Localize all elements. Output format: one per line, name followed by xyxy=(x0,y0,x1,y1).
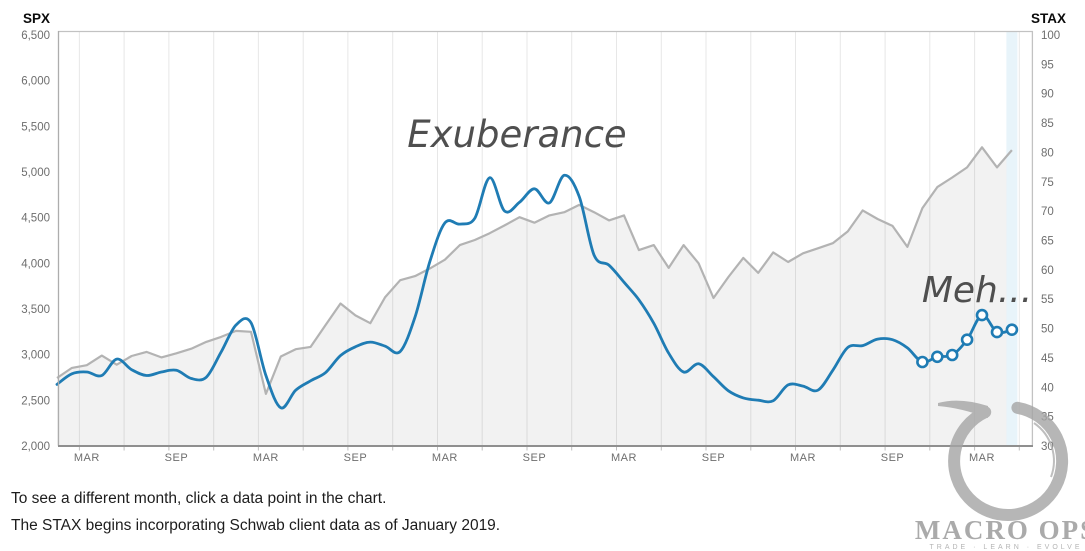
right-axis-tick-label: 70 xyxy=(1041,206,1054,218)
annotation-meh: Meh... xyxy=(922,270,1032,311)
right-axis-tick-label: 65 xyxy=(1041,236,1054,248)
right-axis-tick-label: 55 xyxy=(1041,294,1054,306)
enso-circle-icon xyxy=(948,401,1069,521)
x-axis-tick-label: MAR xyxy=(611,452,637,464)
series-lines xyxy=(55,146,1014,410)
x-axis-tick-label: SEP xyxy=(165,452,189,464)
enso-brush-tip-icon xyxy=(938,400,988,418)
left-axis-tick-label: 4,000 xyxy=(21,258,50,270)
x-axis-tick-label: SEP xyxy=(702,452,726,464)
left-axis-tick-label: 5,000 xyxy=(21,167,50,179)
right-axis-tick-label: 60 xyxy=(1041,265,1054,277)
spx-area xyxy=(57,147,1012,446)
annotation-exuberance: Exuberance xyxy=(407,113,626,156)
right-axis-tick-label: 95 xyxy=(1041,59,1054,71)
stax-data-point-markers xyxy=(916,308,1019,369)
plot-borders xyxy=(57,30,1034,447)
x-axis-tick-label: MAR xyxy=(790,452,816,464)
stax-data-point[interactable] xyxy=(945,348,959,362)
caption-click-hint: To see a different month, click a data p… xyxy=(11,490,387,507)
logo-name: MACRO OPS xyxy=(915,515,1085,545)
x-axis-tick-label: SEP xyxy=(523,452,547,464)
stax-data-point[interactable] xyxy=(930,350,944,364)
selected-month-highlight xyxy=(1006,32,1018,445)
stax-data-point[interactable] xyxy=(990,325,1004,339)
left-axis-tick-label: 4,500 xyxy=(21,213,50,225)
stax-line xyxy=(55,173,1014,410)
right-axis-tick-label: 40 xyxy=(1041,382,1054,394)
right-axis-tick-label: 90 xyxy=(1041,89,1054,101)
x-axis-tick-label: SEP xyxy=(881,452,905,464)
x-axis-tick-label: MAR xyxy=(432,452,458,464)
right-axis-tick-label: 50 xyxy=(1041,324,1054,336)
right-axis-title: STAX xyxy=(1031,11,1066,26)
right-axis-tick-label: 45 xyxy=(1041,353,1054,365)
left-axis-tick-label: 3,500 xyxy=(21,304,50,316)
spx-line xyxy=(56,146,1013,395)
left-axis-tick-label: 5,500 xyxy=(21,121,50,133)
caption-stax-note: The STAX begins incorporating Schwab cli… xyxy=(11,517,501,534)
left-axis-tick-label: 6,500 xyxy=(21,30,50,42)
x-axis-tick-label: MAR xyxy=(253,452,279,464)
left-axis-tick-label: 6,000 xyxy=(21,76,50,88)
stax-data-point[interactable] xyxy=(1005,323,1019,337)
left-axis-tick-label: 2,500 xyxy=(21,395,50,407)
spx-area-fill xyxy=(57,147,1012,446)
right-axis-tick-label: 80 xyxy=(1041,147,1054,159)
x-axis-tick-labels: MAR SEP MAR SEP MAR SEP MAR SEP MAR SEP MAR xyxy=(74,452,995,464)
logo-tagline: TRADE · LEARN · EVOLVE xyxy=(929,544,1082,551)
right-axis-tick-label: 85 xyxy=(1041,118,1054,130)
macro-ops-logo: MACRO OPS TRADE · LEARN · EVOLVE xyxy=(915,400,1085,551)
left-axis-title: SPX xyxy=(23,11,50,26)
x-axis-tick-label: MAR xyxy=(74,452,100,464)
x-axis-tick-label: SEP xyxy=(344,452,368,464)
left-axis-tick-labels: 6,500 6,000 5,500 5,000 4,500 4,000 3,500 3,000… xyxy=(21,30,50,453)
x-axis-tick-label: MAR xyxy=(969,452,995,464)
stax-data-point[interactable] xyxy=(975,308,989,322)
left-axis-tick-label: 2,000 xyxy=(21,441,50,453)
left-axis-tick-label: 3,000 xyxy=(21,350,50,362)
stax-data-point[interactable] xyxy=(960,333,974,347)
right-axis-tick-label: 100 xyxy=(1041,30,1060,42)
enso-inner-arc-icon xyxy=(1033,422,1055,478)
right-axis-tick-label: 75 xyxy=(1041,177,1054,189)
selected-month-band xyxy=(1006,32,1018,445)
stax-data-point[interactable] xyxy=(916,355,929,369)
